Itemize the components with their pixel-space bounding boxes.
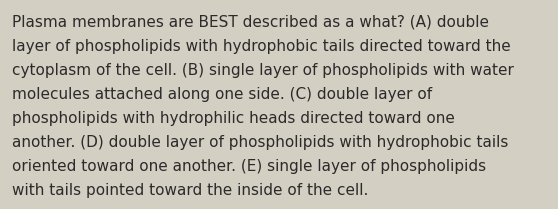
Text: cytoplasm of the cell. (B) single layer of phospholipids with water: cytoplasm of the cell. (B) single layer … xyxy=(12,63,514,78)
Text: phospholipids with hydrophilic heads directed toward one: phospholipids with hydrophilic heads dir… xyxy=(12,111,455,126)
Text: Plasma membranes are BEST described as a what? (A) double: Plasma membranes are BEST described as a… xyxy=(12,15,489,30)
Text: molecules attached along one side. (C) double layer of: molecules attached along one side. (C) d… xyxy=(12,87,432,102)
Text: oriented toward one another. (E) single layer of phospholipids: oriented toward one another. (E) single … xyxy=(12,159,487,174)
Text: another. (D) double layer of phospholipids with hydrophobic tails: another. (D) double layer of phospholipi… xyxy=(12,135,509,150)
Text: layer of phospholipids with hydrophobic tails directed toward the: layer of phospholipids with hydrophobic … xyxy=(12,39,511,54)
Text: with tails pointed toward the inside of the cell.: with tails pointed toward the inside of … xyxy=(12,183,369,198)
